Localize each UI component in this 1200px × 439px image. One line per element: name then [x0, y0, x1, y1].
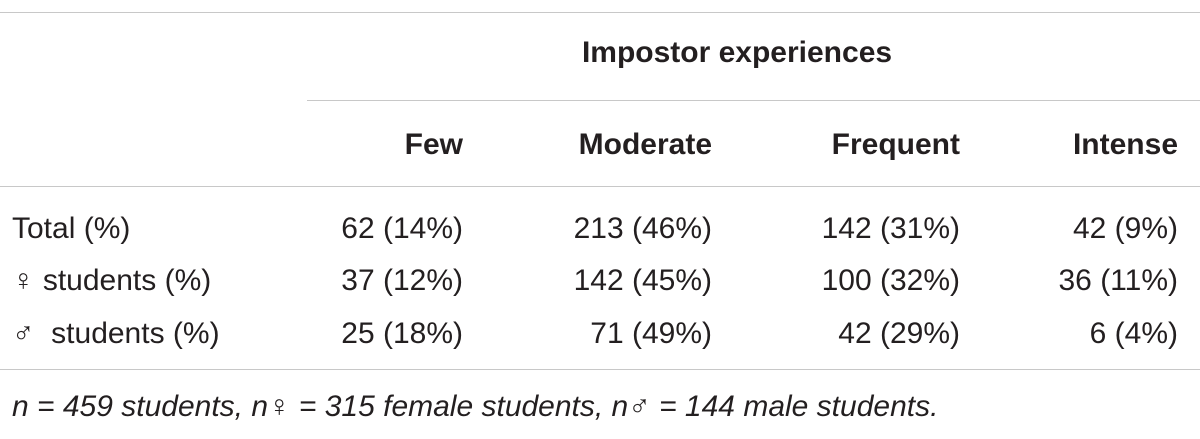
table-cell: 37 (12%) — [341, 264, 463, 297]
group-header-rule — [307, 100, 1200, 101]
header-rule — [0, 186, 1200, 187]
column-header-frequent: Frequent — [831, 128, 960, 161]
table-cell: 25 (18%) — [341, 317, 463, 350]
group-header: Impostor experiences — [581, 36, 893, 69]
row-label-total: Total (%) — [12, 212, 131, 245]
table-cell: 36 (11%) — [1058, 264, 1178, 297]
table-cell: 42 (9%) — [1072, 212, 1178, 245]
table-cell: 62 (14%) — [341, 212, 463, 245]
bottom-rule — [0, 369, 1200, 370]
row-label-female-students: ♀ students (%) — [12, 264, 212, 297]
table-cell: 6 (4%) — [1089, 317, 1178, 350]
column-header-intense: Intense — [1072, 128, 1178, 161]
table-cell: 71 (49%) — [590, 317, 712, 350]
table-cell: 142 (31%) — [821, 212, 960, 245]
row-label-male-students: ♂ students (%) — [12, 317, 220, 350]
column-header-few: Few — [404, 128, 463, 161]
top-rule — [0, 12, 1200, 13]
table-cell: 42 (29%) — [838, 317, 960, 350]
table-cell: 213 (46%) — [573, 212, 712, 245]
column-header-moderate: Moderate — [578, 128, 712, 161]
table-footnote: n = 459 students, n♀ = 315 female studen… — [12, 390, 939, 423]
table-cell: 142 (45%) — [573, 264, 712, 297]
table-cell: 100 (32%) — [821, 264, 960, 297]
